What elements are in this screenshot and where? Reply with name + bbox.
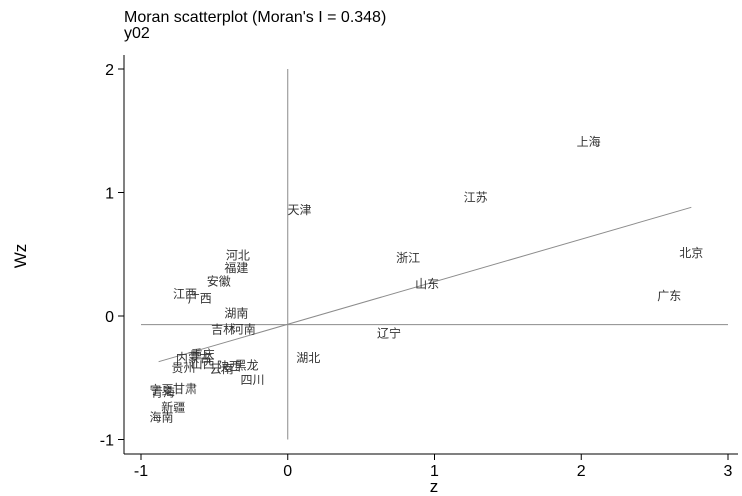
chart-title: Moran scatterplot (Moran's I = 0.348) xyxy=(124,9,387,26)
y-tick-label: 1 xyxy=(105,186,114,203)
point-label: 四川 xyxy=(241,373,265,387)
y-tick-label: -1 xyxy=(100,433,114,450)
point-label: 上海 xyxy=(577,134,601,149)
x-tick-label: 1 xyxy=(430,463,439,480)
point-label: 浙江 xyxy=(396,251,420,265)
y-axis-label: Wz xyxy=(11,244,30,269)
point-label: 天津 xyxy=(287,203,311,217)
x-tick-label: 0 xyxy=(283,463,292,480)
x-tick-label: -1 xyxy=(134,463,148,480)
point-label: 甘肃 xyxy=(173,382,197,396)
x-tick-label: 2 xyxy=(577,463,586,480)
point-label: 安徽 xyxy=(207,273,231,288)
point-label: 重庆 xyxy=(191,347,215,361)
point-label: 江西 xyxy=(173,287,197,301)
point-label: 山西 xyxy=(191,357,215,371)
x-axis-label: z xyxy=(430,477,439,496)
point-label: 辽宁 xyxy=(377,325,401,340)
point-label: 陕西 xyxy=(217,359,241,374)
point-label: 湖南 xyxy=(224,306,248,321)
fit-line xyxy=(158,206,692,363)
point-label: 山东 xyxy=(415,277,439,291)
point-label: 河北 xyxy=(226,248,250,262)
chart-subtitle: y02 xyxy=(124,25,150,42)
point-label: 新疆 xyxy=(161,399,185,414)
point-label: 贵州 xyxy=(172,361,196,375)
point-label: 河南 xyxy=(232,322,256,337)
point-label: 广西 xyxy=(188,292,212,306)
point-label: 内蒙古 xyxy=(176,350,212,365)
y-tick-label: 0 xyxy=(105,309,114,326)
point-label: 海南 xyxy=(150,409,174,424)
point-label: 江苏 xyxy=(464,190,488,204)
y-tick-label: 2 xyxy=(105,62,114,79)
point-label: 北京 xyxy=(679,246,703,260)
point-label: 福建 xyxy=(224,260,248,275)
point-label: 黑龙 xyxy=(235,358,259,372)
point-label: 宁夏 xyxy=(150,382,174,397)
point-label: 湖北 xyxy=(296,350,320,365)
x-tick-label: 3 xyxy=(724,463,733,480)
point-label: 云南 xyxy=(210,361,234,376)
point-label: 广东 xyxy=(657,289,681,303)
point-label: 青海 xyxy=(151,385,175,400)
point-label: 吉林 xyxy=(211,323,235,337)
